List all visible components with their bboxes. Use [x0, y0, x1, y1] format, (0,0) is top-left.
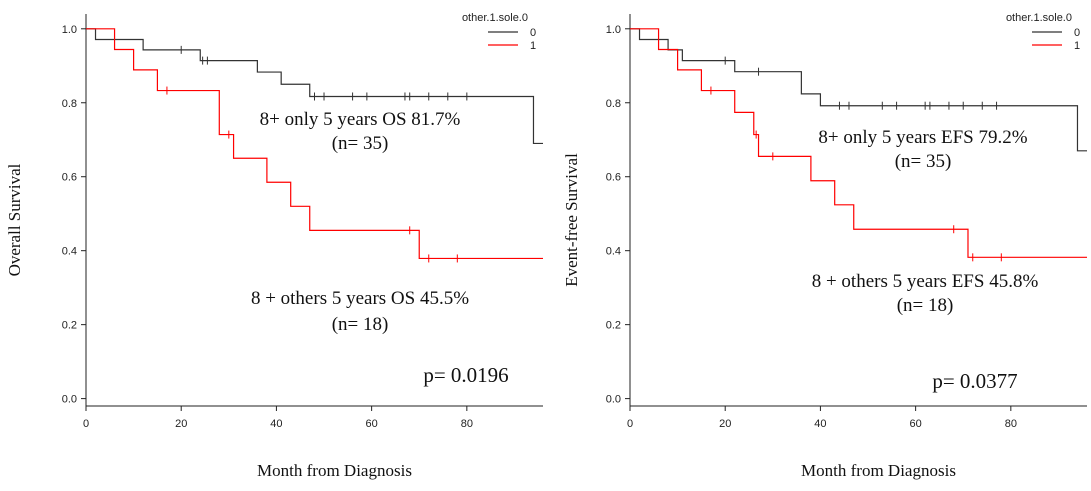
- x-tick-label: 60: [910, 418, 922, 430]
- annotation-line: 8+ only 5 years OS 81.7%: [260, 109, 461, 130]
- annotation-line: 8 + others 5 years EFS 45.8%: [812, 271, 1039, 292]
- y-tick-label: 1.0: [606, 24, 621, 36]
- annotation-line: (n= 35): [332, 133, 389, 154]
- y-axis-label: Event-free Survival: [562, 153, 581, 287]
- x-tick-label: 20: [175, 418, 187, 430]
- legend-entry: 0: [530, 27, 536, 39]
- x-tick-label: 80: [1005, 418, 1017, 430]
- y-tick-label: 0.0: [62, 394, 77, 406]
- x-tick-label: 80: [461, 418, 473, 430]
- x-axis-label: Month from Diagnosis: [801, 461, 956, 480]
- y-axis-label: Overall Survival: [5, 163, 24, 276]
- survival-annotation: 8 + others 5 years OS 45.5% (n= 18): [251, 288, 469, 335]
- legend-entry: 1: [1074, 40, 1080, 52]
- overall-survival-panel: 0.0 0.2 0.4 0.6 0.8 1.0 0 20 40 60 80 Month from Di…: [5, 12, 543, 480]
- survival-annotation: 8+ only 5 years EFS 79.2% (n= 35): [818, 127, 1027, 172]
- legend: other.1.sole.001: [462, 12, 536, 52]
- legend: other.1.sole.001: [1006, 12, 1080, 52]
- survival-annotation: 8 + others 5 years EFS 45.8% (n= 18): [812, 271, 1039, 316]
- p-value-annotation: p= 0.0377: [932, 369, 1017, 393]
- y-tick-label: 0.0: [606, 394, 621, 406]
- y-tick-label: 0.8: [606, 98, 621, 110]
- annotation-line: p= 0.0196: [423, 363, 508, 387]
- legend-entry: 0: [1074, 27, 1080, 39]
- y-tick-label: 1.0: [62, 24, 77, 36]
- y-tick-label: 0.4: [606, 246, 621, 258]
- legend-title: other.1.sole.0: [462, 12, 528, 24]
- x-axis-label: Month from Diagnosis: [257, 461, 412, 480]
- legend-title: other.1.sole.0: [1006, 12, 1072, 24]
- annotation-line: p= 0.0377: [932, 369, 1017, 393]
- annotation-line: (n= 18): [897, 295, 954, 316]
- x-tick-label: 0: [627, 418, 633, 430]
- x-tick-label: 40: [270, 418, 282, 430]
- survival-annotation: 8+ only 5 years OS 81.7% (n= 35): [260, 109, 461, 154]
- annotation-line: (n= 18): [332, 314, 389, 335]
- y-tick-label: 0.2: [62, 320, 77, 332]
- annotation-line: (n= 35): [895, 151, 952, 172]
- y-tick-label: 0.2: [606, 320, 621, 332]
- survival-curve-group-0: [86, 28, 543, 145]
- y-tick-label: 0.6: [62, 172, 77, 184]
- y-tick-label: 0.8: [62, 98, 77, 110]
- legend-entry: 1: [530, 40, 536, 52]
- event-free-survival-panel: 0.0 0.2 0.4 0.6 0.8 1.0 0 20 40 60 80 Month from Di…: [562, 12, 1087, 480]
- x-tick-label: 0: [83, 418, 89, 430]
- x-tick-label: 60: [366, 418, 378, 430]
- annotation-line: 8 + others 5 years OS 45.5%: [251, 288, 469, 309]
- p-value-annotation: p= 0.0196: [423, 363, 508, 387]
- x-tick-label: 20: [719, 418, 731, 430]
- x-tick-label: 40: [814, 418, 826, 430]
- survival-curve-group-1: [86, 28, 543, 260]
- y-tick-label: 0.6: [606, 172, 621, 184]
- annotation-line: 8+ only 5 years EFS 79.2%: [818, 127, 1027, 148]
- y-tick-label: 0.4: [62, 246, 77, 258]
